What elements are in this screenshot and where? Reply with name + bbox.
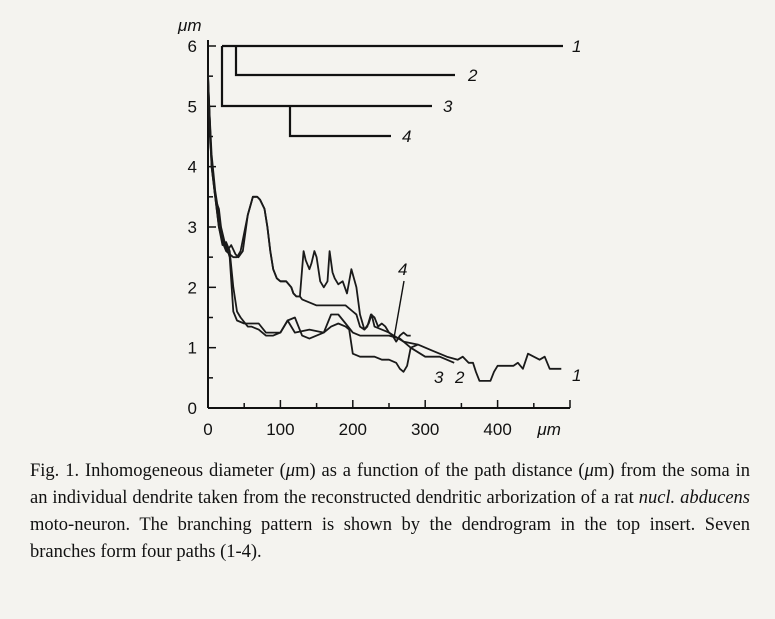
dendrogram-branch-2 bbox=[234, 46, 455, 77]
dendrogram-label-2: 2 bbox=[467, 66, 478, 85]
caption-text-2: m) as a function of the path distance ( bbox=[295, 461, 585, 481]
dendrogram-branch-3 bbox=[220, 46, 432, 108]
x-tick-label: 300 bbox=[411, 420, 439, 439]
series-label-3: 3 bbox=[434, 368, 444, 387]
dendrogram: 1 23 4 bbox=[220, 37, 581, 146]
figure-caption: Fig. 1. Inhomogeneous diameter (μm) as a… bbox=[30, 458, 750, 566]
x-tick-label: 400 bbox=[483, 420, 511, 439]
x-unit-label: μm bbox=[536, 420, 560, 439]
series-label-1: 1 bbox=[572, 366, 581, 385]
x-tick-label: 200 bbox=[339, 420, 367, 439]
y-unit-label: μm bbox=[177, 16, 201, 35]
series-line-1 bbox=[207, 70, 562, 382]
series-line-2 bbox=[207, 82, 455, 364]
y-tick-label: 2 bbox=[188, 278, 197, 297]
series-label-2: 2 bbox=[454, 368, 465, 387]
caption-mu-1: μ bbox=[285, 461, 296, 481]
y-tick-label: 1 bbox=[188, 339, 197, 358]
caption-mu-2: μ bbox=[584, 461, 594, 481]
caption-text-3: m) from the soma in an individual dendri… bbox=[30, 461, 750, 508]
y-tick-label: 0 bbox=[188, 399, 197, 418]
series-label-4-leader bbox=[393, 280, 405, 339]
caption-text-4: moto-neuron. The branching pattern is sh… bbox=[30, 515, 750, 562]
dendrogram-label-4: 4 bbox=[402, 127, 411, 146]
dendrogram-label-1: 1 bbox=[572, 37, 581, 56]
series-line-4 bbox=[207, 76, 411, 343]
curve-labels: 1 23 4 bbox=[393, 260, 581, 387]
x-tick-label: 0 bbox=[203, 420, 212, 439]
dendrogram-label-3: 3 bbox=[443, 97, 453, 116]
y-tick-label: 3 bbox=[188, 218, 197, 237]
dendrogram-branch-4 bbox=[288, 106, 391, 138]
caption-italic-term: nucl. abducens bbox=[638, 488, 750, 508]
series-lines bbox=[207, 70, 562, 382]
series-label-4: 4 bbox=[398, 260, 407, 279]
x-tick-label: 100 bbox=[266, 420, 294, 439]
caption-text-1: Fig. 1. Inhomogeneous diameter ( bbox=[30, 461, 286, 481]
y-tick-label: 4 bbox=[188, 158, 197, 177]
y-tick-label: 6 bbox=[188, 37, 197, 56]
series-line-3 bbox=[207, 76, 419, 373]
y-tick-label: 5 bbox=[188, 97, 197, 116]
